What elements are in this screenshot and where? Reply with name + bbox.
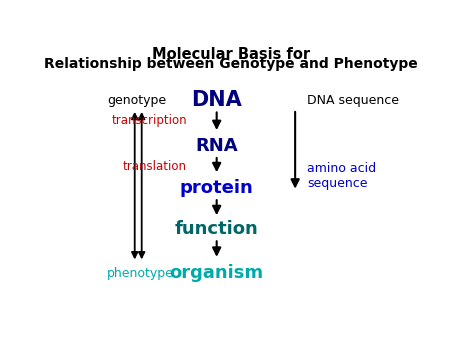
Text: genotype: genotype — [107, 94, 166, 107]
Text: Molecular Basis for: Molecular Basis for — [152, 47, 310, 62]
Text: amino acid
sequence: amino acid sequence — [307, 162, 377, 190]
Text: transcription: transcription — [112, 114, 187, 127]
Text: RNA: RNA — [195, 137, 238, 155]
Text: Relationship between Genotype and Phenotype: Relationship between Genotype and Phenot… — [44, 57, 418, 71]
Text: translation: translation — [123, 160, 187, 172]
Text: function: function — [175, 220, 259, 238]
Text: organism: organism — [170, 265, 264, 283]
Text: DNA sequence: DNA sequence — [307, 94, 399, 107]
Text: DNA: DNA — [191, 91, 242, 111]
Text: phenotype: phenotype — [107, 267, 174, 280]
Text: protein: protein — [180, 178, 253, 197]
